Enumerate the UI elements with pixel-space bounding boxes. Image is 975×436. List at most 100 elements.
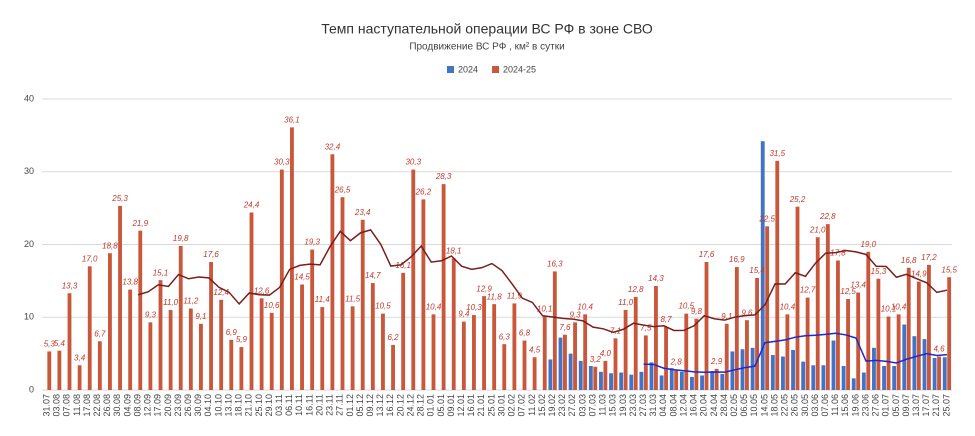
x-tick-label: 23.02 (557, 394, 567, 417)
x-tick-label: 19.02 (547, 394, 557, 417)
y-tick-label: 30 (24, 166, 34, 176)
bar (199, 323, 203, 390)
value-label: 16,9 (729, 255, 745, 264)
bar (654, 285, 658, 390)
x-tick-label: 02.02 (507, 394, 517, 417)
bar (892, 365, 897, 390)
value-label: 31,5 (769, 149, 785, 158)
bar (760, 141, 765, 390)
bar (775, 160, 780, 390)
x-tick-label: 25.10 (254, 394, 264, 417)
chart-title: Темп наступательной операции ВС РФ в зон… (321, 21, 653, 37)
bar (876, 278, 881, 390)
x-tick-label: 04.04 (658, 394, 668, 417)
bar (821, 365, 826, 390)
value-label: 11,0 (618, 298, 634, 307)
x-tick-label: 13.10 (223, 394, 233, 417)
bar (841, 365, 846, 390)
x-tick-label: 05.01 (436, 394, 446, 417)
value-label: 18,1 (446, 246, 462, 255)
x-tick-label: 25.07 (941, 394, 951, 417)
bar (548, 359, 553, 390)
x-tick-label: 23.09 (173, 394, 183, 417)
x-tick-label: 15.06 (840, 394, 850, 417)
bar (512, 303, 517, 390)
y-tick-label: 0 (29, 384, 34, 394)
value-label: 17,2 (921, 253, 937, 262)
value-label: 17,8 (830, 249, 846, 258)
bar (431, 314, 436, 390)
value-label: 11,2 (183, 297, 199, 306)
x-tick-label: 02.05 (729, 394, 739, 417)
x-tick-label: 22.08 (92, 394, 102, 417)
bar (785, 314, 790, 390)
x-tick-label: 15.03 (608, 394, 618, 417)
bar (694, 318, 699, 390)
x-tick-label: 07.03 (587, 394, 597, 417)
bar (229, 339, 234, 390)
x-tick-label: 09.12 (365, 394, 375, 417)
bar (815, 237, 820, 390)
value-label: 14,9 (911, 270, 927, 279)
value-label: 21,0 (809, 225, 826, 234)
value-label: 12,4 (213, 288, 229, 297)
x-tick-label: 06.11 (284, 394, 294, 416)
x-tick-label: 18.05 (769, 394, 779, 417)
value-label: 9,3 (145, 310, 157, 319)
legend-label: 2024 (458, 64, 478, 74)
value-label: 11,8 (487, 292, 503, 301)
bar (937, 356, 941, 390)
x-tick-label: 29.10 (264, 394, 274, 417)
bar (639, 371, 644, 390)
bar (290, 127, 294, 390)
value-label: 22,8 (819, 212, 836, 221)
x-tick-label: 14.05 (759, 394, 769, 417)
bar (629, 374, 634, 390)
value-label: 30,3 (274, 158, 290, 167)
bar (401, 272, 406, 390)
bar (568, 353, 573, 390)
value-label: 26,2 (415, 188, 432, 197)
x-tick-label: 01.07 (881, 394, 891, 417)
y-tick-label: 20 (24, 239, 34, 249)
bar (148, 322, 153, 390)
value-label: 9,1 (721, 312, 732, 321)
value-label: 21,9 (131, 219, 148, 228)
bar (750, 347, 755, 390)
x-tick-label: 18.10 (234, 394, 244, 417)
x-tick-label: 08.09 (132, 394, 142, 417)
value-label: 6,2 (387, 333, 399, 342)
bar (300, 284, 304, 390)
bar (502, 344, 507, 390)
value-label: 30,3 (405, 158, 421, 167)
x-tick-label: 01.01 (426, 394, 436, 417)
x-tick-label: 26.08 (102, 394, 112, 417)
x-tick-label: 20.12 (395, 394, 405, 417)
x-tick-label: 08.04 (668, 394, 678, 417)
value-label: 16,8 (901, 256, 917, 265)
y-tick-label: 10 (24, 312, 34, 322)
x-tick-label: 05.12 (355, 394, 365, 417)
value-label: 6,9 (226, 328, 238, 337)
bar (269, 312, 274, 390)
value-label: 12,7 (800, 286, 816, 295)
x-tick-label: 22.05 (780, 394, 790, 417)
bar (633, 296, 638, 390)
x-tick-label: 16.01 (466, 394, 476, 417)
value-label: 4,0 (600, 349, 612, 358)
bar (659, 375, 664, 390)
bar (831, 340, 836, 390)
bar (158, 280, 163, 390)
bar (811, 365, 816, 390)
x-tick-label: 11.03 (598, 394, 608, 416)
bar (609, 373, 613, 390)
value-label: 18,8 (102, 241, 118, 250)
x-tick-label: 12.04 (678, 394, 688, 417)
value-label: 17,6 (203, 250, 219, 259)
value-label: 4,5 (529, 345, 541, 354)
x-tick-label: 06.05 (739, 394, 749, 417)
bar (279, 169, 284, 390)
value-label: 3,2 (590, 355, 602, 364)
x-tick-label: 16.11 (304, 394, 314, 416)
